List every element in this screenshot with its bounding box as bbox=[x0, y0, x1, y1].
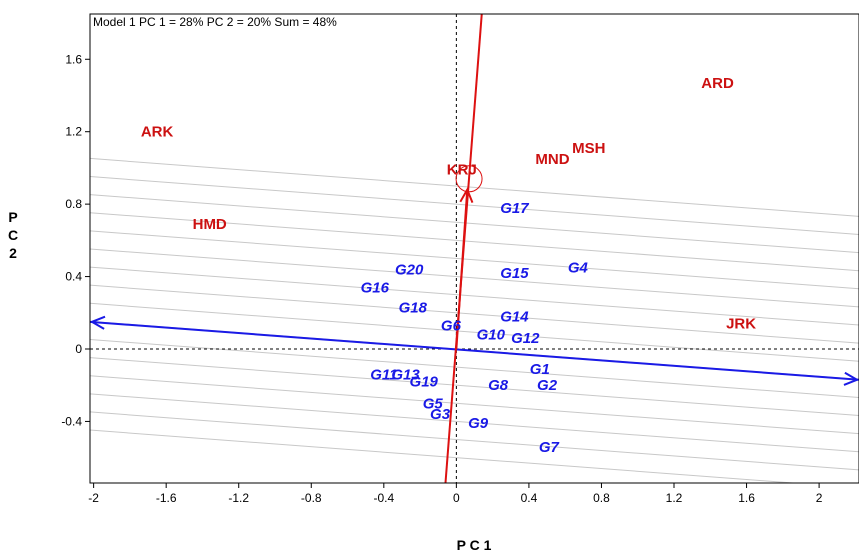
genotype-label: G14 bbox=[500, 308, 529, 325]
genotype-label: G4 bbox=[568, 260, 589, 277]
aec-lines bbox=[90, 14, 859, 483]
y-tick-label: -0.4 bbox=[61, 414, 82, 428]
x-tick-label: 2 bbox=[816, 491, 823, 505]
environment-label: ARD bbox=[701, 75, 734, 92]
x-tick-label: 0.4 bbox=[521, 491, 538, 505]
y-axis-title: PC 2 bbox=[8, 209, 18, 261]
y-tick-label: 1.2 bbox=[65, 125, 82, 139]
genotype-label: G18 bbox=[399, 299, 428, 316]
environment-label: MND bbox=[535, 151, 569, 168]
band-line bbox=[90, 248, 859, 308]
genotype-label: G7 bbox=[539, 439, 560, 456]
y-axis-title-part: 2 bbox=[9, 245, 17, 261]
genotype-label: G2 bbox=[537, 377, 558, 394]
genotype-label: G1 bbox=[530, 361, 550, 378]
chart-title: Model 1 PC 1 = 28% PC 2 = 20% Sum = 48% bbox=[93, 15, 337, 29]
genotype-label: G6 bbox=[441, 317, 462, 334]
environment-label: MSH bbox=[572, 140, 605, 157]
environment-label: HMD bbox=[193, 216, 227, 233]
genotype-label: G20 bbox=[395, 261, 424, 278]
abscissa-arrow-right bbox=[843, 371, 859, 386]
genotype-label: G5 bbox=[423, 395, 444, 412]
environment-label: JRK bbox=[726, 316, 756, 333]
x-tick-label: 0.8 bbox=[593, 491, 610, 505]
band-line bbox=[90, 302, 859, 362]
genotype-label: G10 bbox=[477, 327, 506, 344]
average-environment-arrow bbox=[455, 189, 469, 350]
x-tick-label: -2 bbox=[88, 491, 99, 505]
y-axis-title-part: C bbox=[8, 227, 18, 243]
y-axis-title-part: P bbox=[8, 209, 17, 225]
genotype-label: G3 bbox=[430, 406, 451, 423]
band-line bbox=[90, 194, 859, 254]
band-line bbox=[90, 429, 800, 483]
y-tick-label: 0.4 bbox=[65, 270, 82, 284]
x-tick-label: 0 bbox=[453, 491, 460, 505]
x-tick-label: -1.2 bbox=[228, 491, 249, 505]
x-tick-label: -0.4 bbox=[373, 491, 394, 505]
average-environment-arrowhead bbox=[459, 187, 474, 204]
x-tick-label: 1.2 bbox=[666, 491, 683, 505]
x-axis-ticks: -2 -1.6 -1.2 -0.8 -0.4 0 0.4 0.8 1.2 1.6 2 bbox=[88, 483, 823, 505]
environment-label: ARK bbox=[141, 124, 174, 141]
reference-lines bbox=[90, 14, 859, 483]
genotype-label: G15 bbox=[500, 265, 529, 282]
x-tick-label: -0.8 bbox=[301, 491, 322, 505]
average-environment-circle bbox=[455, 165, 483, 193]
abscissa-line bbox=[90, 320, 859, 381]
band-line bbox=[90, 284, 859, 344]
plot-frame bbox=[89, 13, 859, 484]
band-line bbox=[90, 339, 859, 398]
band-line bbox=[90, 393, 859, 453]
genotype-label: G12 bbox=[511, 330, 540, 347]
y-tick-label: 0 bbox=[75, 342, 82, 356]
x-tick-label: 1.6 bbox=[738, 491, 755, 505]
band-line bbox=[90, 375, 859, 435]
y-tick-label: 0.8 bbox=[65, 197, 82, 211]
abscissa-arrow-left bbox=[90, 315, 106, 330]
band-line bbox=[90, 411, 859, 471]
band-line bbox=[90, 266, 859, 326]
y-axis-ticks: -0.4 0 0.4 0.8 1.2 1.6 bbox=[61, 52, 90, 428]
y-tick-label: 1.6 bbox=[65, 52, 82, 66]
genotype-label: G19 bbox=[410, 374, 439, 391]
environment-label: KRJ bbox=[447, 162, 477, 179]
band-line bbox=[90, 212, 859, 272]
band-line bbox=[90, 230, 859, 290]
genotype-label: G11 bbox=[370, 366, 397, 383]
x-tick-label: -1.6 bbox=[156, 491, 177, 505]
band-line bbox=[90, 176, 859, 235]
genotype-label: G8 bbox=[488, 377, 509, 394]
band-line bbox=[90, 357, 859, 417]
genotype-label: G9 bbox=[468, 415, 489, 432]
band-line bbox=[90, 157, 859, 217]
genotype-label: G13 bbox=[391, 366, 420, 383]
genotype-label: G17 bbox=[500, 200, 529, 217]
x-axis-title: P C 1 bbox=[457, 537, 492, 553]
genotype-label: G16 bbox=[361, 279, 390, 296]
